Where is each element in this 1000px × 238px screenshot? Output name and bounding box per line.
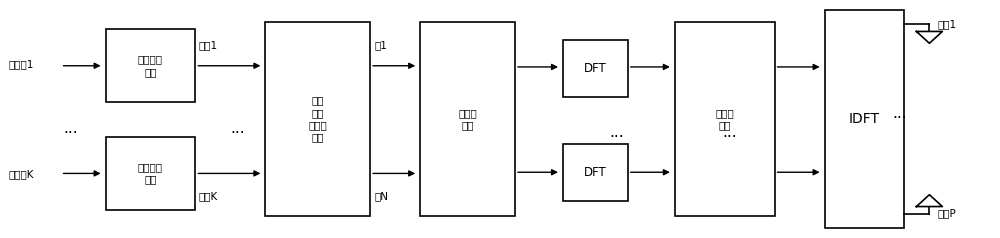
Text: 编码调制
模块: 编码调制 模块 [138, 162, 163, 185]
Text: 天线1: 天线1 [937, 19, 957, 29]
Bar [106, 137, 195, 210]
Bar [420, 22, 515, 216]
Text: 码字1: 码字1 [198, 41, 218, 51]
Text: ···: ··· [892, 111, 907, 127]
Text: 天线P: 天线P [937, 209, 956, 219]
Text: DFT: DFT [584, 166, 607, 179]
Text: 数据流1: 数据流1 [9, 60, 34, 69]
Bar [825, 10, 904, 228]
Text: 编码调制
模块: 编码调制 模块 [138, 55, 163, 77]
Text: ···: ··· [610, 130, 624, 145]
Bar [106, 29, 195, 102]
Text: 层交织
模块: 层交织 模块 [458, 108, 477, 130]
Text: ···: ··· [722, 130, 737, 145]
Bar [265, 22, 370, 216]
Text: IDFT: IDFT [849, 112, 880, 126]
Text: ···: ··· [63, 126, 78, 141]
Bar [563, 40, 628, 97]
Bar [563, 144, 628, 201]
Text: 层1: 层1 [374, 41, 387, 51]
Bar [675, 22, 775, 216]
Text: 层N: 层N [374, 191, 388, 201]
Text: 预编码
模块: 预编码 模块 [715, 108, 734, 130]
Text: DFT: DFT [584, 62, 607, 75]
Text: ···: ··· [230, 126, 245, 141]
Text: 码字K: 码字K [198, 191, 218, 201]
Text: 数据流K: 数据流K [9, 170, 34, 180]
Text: 码字
到层
的映射
模块: 码字 到层 的映射 模块 [308, 95, 327, 143]
